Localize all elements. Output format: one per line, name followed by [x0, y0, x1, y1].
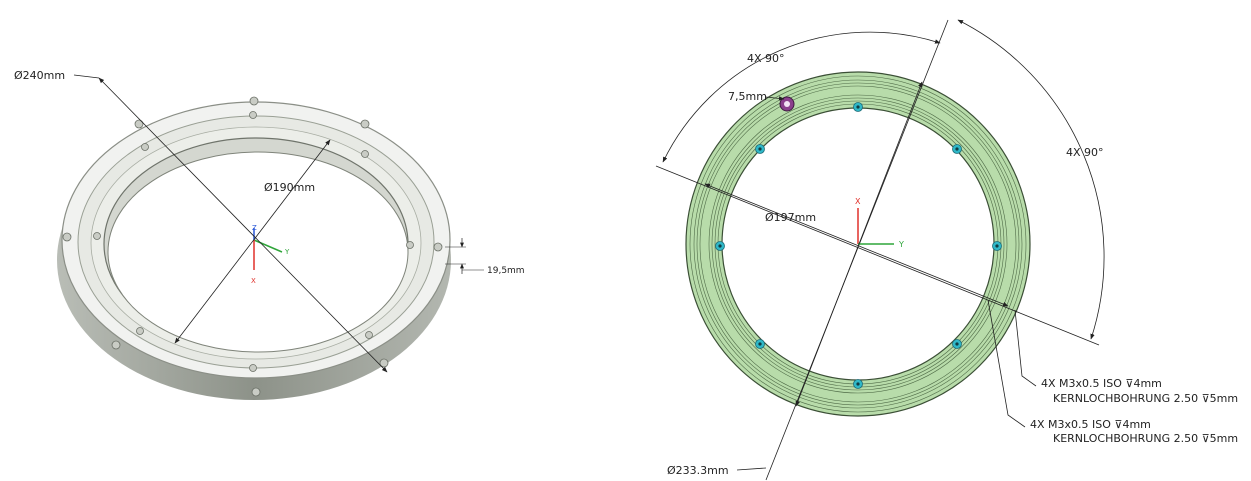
outer-diameter-right-label: Ø233.3mm [667, 464, 729, 477]
thread-note-1: 4X M3x0.5 ISO ⊽4mm KERNLOCHBOHRUNG 2.50 … [1014, 309, 1238, 405]
hole [111, 340, 121, 350]
axis-x-label: X [251, 277, 256, 285]
angle-dimensions: 4X 90° 4X 90° [662, 19, 1105, 340]
dim-inner-diameter-left: Ø190mm [174, 139, 331, 344]
hole [62, 232, 72, 242]
hole [249, 96, 259, 106]
axis-x-label: X [855, 197, 861, 206]
note-1-line-1: 4X M3x0.5 ISO ⊽4mm [1041, 377, 1162, 390]
inner-diameter-label: Ø190mm [264, 181, 315, 194]
left-isometric-view: Z Y X Ø240mm Ø190mm 19,5mm [14, 69, 525, 400]
height-label: 19,5mm [487, 266, 525, 276]
note-2-line-1: 4X M3x0.5 ISO ⊽4mm [1030, 418, 1151, 431]
ring-opening [107, 151, 409, 353]
dim-outer-diameter-right: Ø233.3mm [667, 81, 923, 477]
inner-diameter-right-label: Ø197mm [765, 211, 816, 224]
hole [251, 387, 261, 397]
angle-right-label: 4X 90° [1066, 146, 1104, 159]
hole [433, 242, 443, 252]
thread-note-2: 4X M3x0.5 ISO ⊽4mm KERNLOCHBOHRUNG 2.50 … [987, 299, 1238, 445]
hole [406, 241, 414, 249]
hole [360, 119, 370, 129]
axis-z-label: Z [252, 224, 257, 232]
dim-height-left: 19,5mm [445, 238, 525, 276]
hole [361, 150, 369, 158]
hole [141, 143, 149, 151]
axis-y-label: Y [284, 248, 290, 256]
axis-y-label: Y [898, 240, 904, 249]
note-1-line-2: KERNLOCHBOHRUNG 2.50 ⊽5mm [1053, 392, 1238, 405]
dim-hole-callout: 7,5mm [728, 90, 785, 103]
hole-dim-label: 7,5mm [728, 90, 767, 103]
ring-outer-edge [685, 71, 1031, 417]
right-top-view: 4X 90° 4X 90° [655, 19, 1238, 481]
hole [249, 111, 257, 119]
hole [136, 327, 144, 335]
note-2-line-2: KERNLOCHBOHRUNG 2.50 ⊽5mm [1053, 432, 1238, 445]
hole [93, 232, 101, 240]
angle-top-label: 4X 90° [747, 52, 785, 65]
hole [365, 331, 373, 339]
hole [249, 364, 257, 372]
right-axis-triad: X Y [855, 197, 904, 249]
outer-diameter-label: Ø240mm [14, 69, 65, 82]
